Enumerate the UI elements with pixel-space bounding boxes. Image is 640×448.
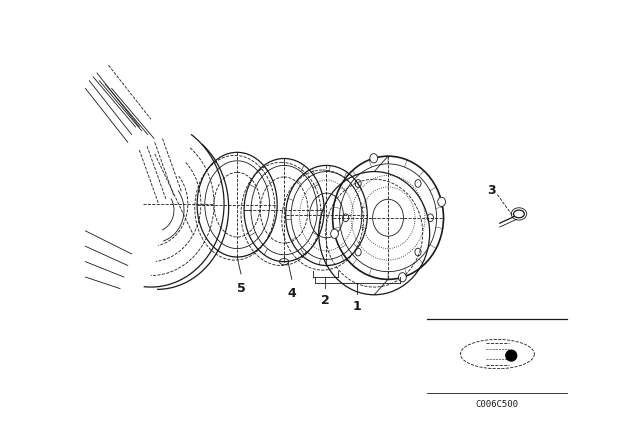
Text: 5: 5 (237, 282, 245, 295)
Text: 2: 2 (321, 294, 330, 307)
Ellipse shape (513, 210, 524, 218)
Text: 1: 1 (353, 300, 362, 313)
Circle shape (506, 350, 516, 361)
Ellipse shape (399, 273, 406, 282)
Ellipse shape (331, 229, 339, 238)
Text: 4: 4 (287, 287, 296, 300)
Ellipse shape (438, 197, 445, 207)
Ellipse shape (370, 154, 378, 163)
Text: C006C500: C006C500 (475, 400, 518, 409)
Text: 3: 3 (487, 184, 495, 197)
